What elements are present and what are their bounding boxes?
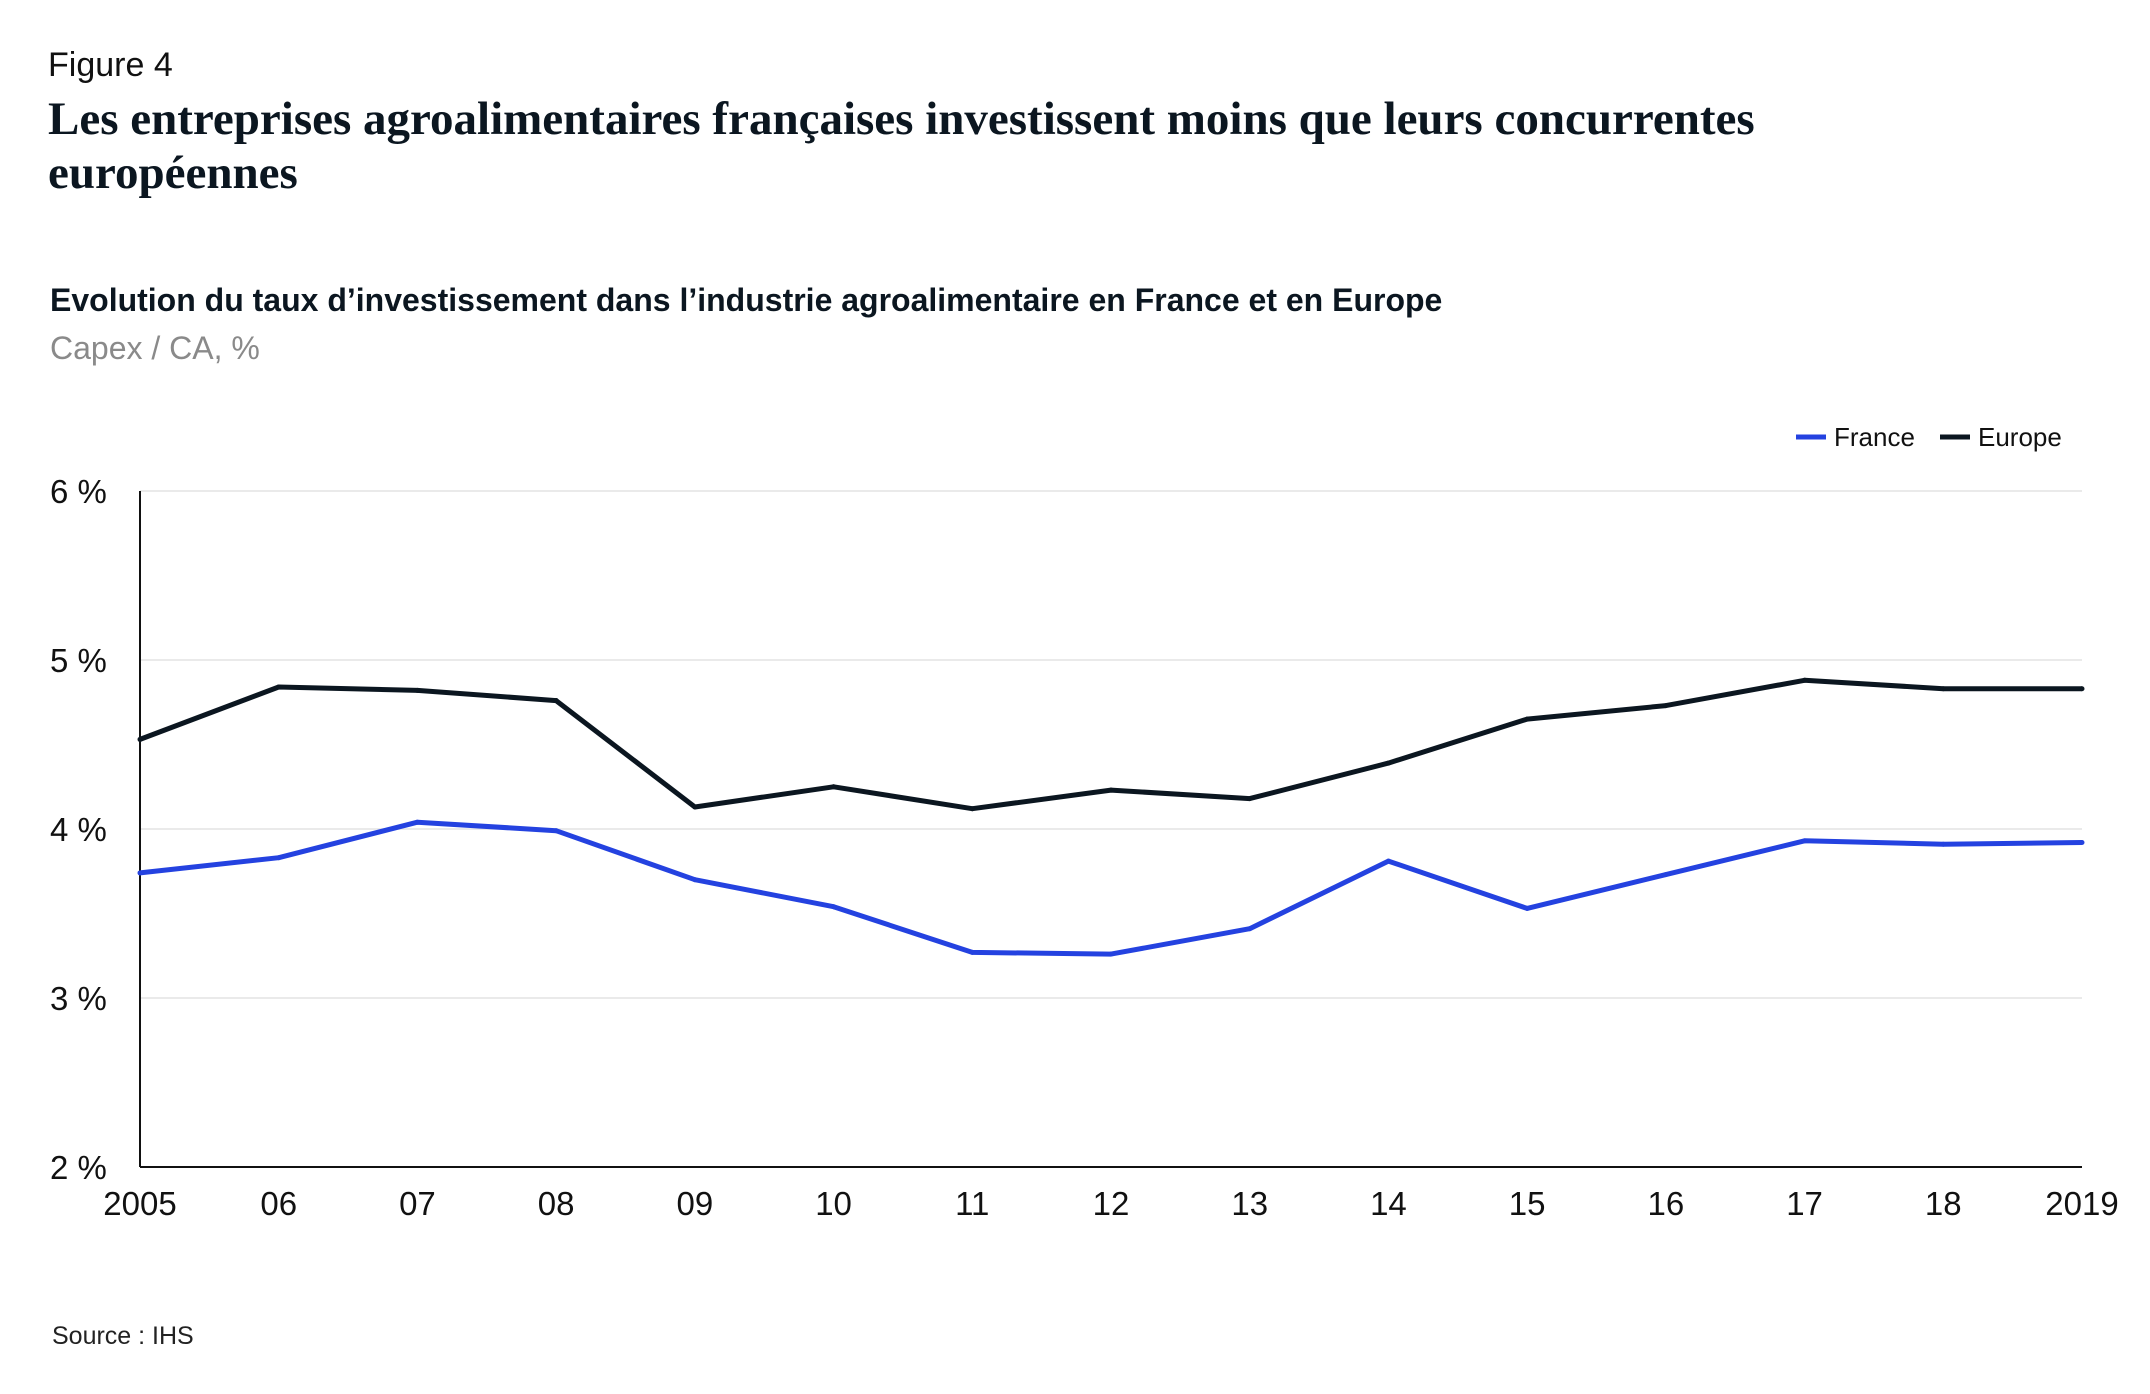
x-tick-label: 16 (1647, 1185, 1684, 1222)
data-point-europe (553, 698, 559, 704)
data-point-europe (1247, 796, 1253, 802)
data-point-europe (1940, 686, 1946, 692)
data-point-france (1524, 905, 1530, 911)
y-tick-label: 2 % (50, 1149, 107, 1186)
x-tick-label: 08 (538, 1185, 575, 1222)
x-tick-label: 09 (676, 1185, 713, 1222)
chart-subtitle: Capex / CA, % (50, 330, 260, 366)
x-tick-label: 06 (260, 1185, 297, 1222)
source-note: Source : IHS (52, 1322, 194, 1350)
data-point-france (1940, 841, 1946, 847)
series-layer (137, 677, 2085, 957)
data-point-france (137, 870, 143, 876)
x-tick-label: 11 (955, 1185, 989, 1222)
data-point-europe (1108, 787, 1114, 793)
grid-layer (140, 490, 2082, 999)
axis-layer: 2 % 3 % 4 % 5 % 6 % 2005 06 07 08 09 10 11 12 13 14 15 1… (50, 473, 2119, 1222)
y-tick-label: 6 % (50, 473, 107, 510)
data-point-europe (1802, 677, 1808, 683)
data-point-europe (137, 736, 143, 742)
y-tick-label: 5 % (50, 642, 107, 679)
data-point-france (831, 904, 837, 910)
data-point-europe (1524, 716, 1530, 722)
page-title: Les entreprises agroalimentaires françai… (48, 93, 1755, 199)
data-point-europe (1385, 760, 1391, 766)
x-tick-label: 12 (1093, 1185, 1130, 1222)
chart-title: Evolution du taux d’investissement dans … (50, 282, 1443, 318)
x-tick-label: 13 (1231, 1185, 1268, 1222)
y-tick-label: 3 % (50, 980, 107, 1017)
legend-label-france: France (1834, 422, 1915, 452)
data-point-france (969, 949, 975, 955)
figure-label: Figure 4 (48, 46, 173, 84)
data-point-europe (276, 684, 282, 690)
data-point-europe (831, 784, 837, 790)
x-tick-label: 18 (1925, 1185, 1962, 1222)
x-tick-label: 10 (815, 1185, 852, 1222)
x-tick-label: 15 (1509, 1185, 1546, 1222)
data-point-europe (692, 804, 698, 810)
data-point-france (276, 855, 282, 861)
data-point-france (692, 877, 698, 883)
data-point-france (1663, 872, 1669, 878)
data-point-europe (414, 687, 420, 693)
x-tick-label: 07 (399, 1185, 436, 1222)
data-point-europe (969, 806, 975, 812)
data-point-france (1802, 838, 1808, 844)
x-tick-label: 17 (1786, 1185, 1823, 1222)
x-tick-label: 2005 (103, 1185, 176, 1222)
y-tick-label: 4 % (50, 811, 107, 848)
data-point-france (1108, 951, 1114, 957)
x-tick-label: 2019 (2045, 1185, 2118, 1222)
legend: France Europe (1796, 422, 2062, 452)
data-point-europe (2079, 686, 2085, 692)
data-point-france (553, 828, 559, 834)
data-point-france (1385, 858, 1391, 864)
x-tick-label: 14 (1370, 1185, 1407, 1222)
series-line-france (139, 819, 2083, 957)
data-point-france (414, 819, 420, 825)
data-point-france (2079, 840, 2085, 846)
data-point-europe (1663, 703, 1669, 709)
legend-label-europe: Europe (1978, 422, 2062, 452)
data-point-france (1247, 926, 1253, 932)
